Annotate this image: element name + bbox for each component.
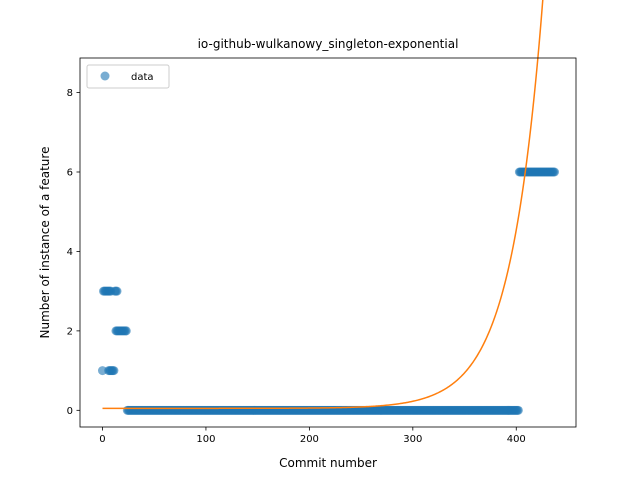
plot-content (98, 0, 560, 415)
y-tick-label: 6 (67, 167, 73, 178)
x-axis: 0 100 200 300 400 (99, 427, 526, 445)
x-tick-label: 0 (99, 434, 105, 445)
y-tick-label: 8 (67, 88, 73, 99)
plot-frame (79, 57, 577, 428)
y-axis-label: Number of instance of a feature (38, 147, 52, 339)
y-tick-label: 2 (67, 326, 73, 337)
fit-line (102, 0, 544, 410)
x-tick-label: 100 (196, 434, 215, 445)
x-tick-label: 200 (300, 434, 319, 445)
data-point (121, 326, 131, 336)
data-point (98, 366, 107, 376)
x-tick-label: 300 (403, 434, 422, 445)
x-tick-label: 400 (507, 434, 526, 445)
y-tick-label: 4 (67, 247, 73, 258)
legend: data (86, 64, 170, 89)
data-point (550, 167, 560, 177)
legend-box (86, 64, 170, 89)
x-axis-label: Commit number (279, 456, 377, 470)
legend-marker-data (100, 71, 110, 81)
chart-title: io-github-wulkanowy_singleton-exponentia… (198, 37, 459, 51)
y-axis: 0 2 4 6 8 (67, 88, 80, 417)
y-tick-label: 0 (67, 406, 73, 417)
legend-label-data: data (131, 72, 154, 83)
data-point (513, 405, 523, 415)
data-point (109, 366, 119, 376)
data-point (112, 286, 122, 296)
